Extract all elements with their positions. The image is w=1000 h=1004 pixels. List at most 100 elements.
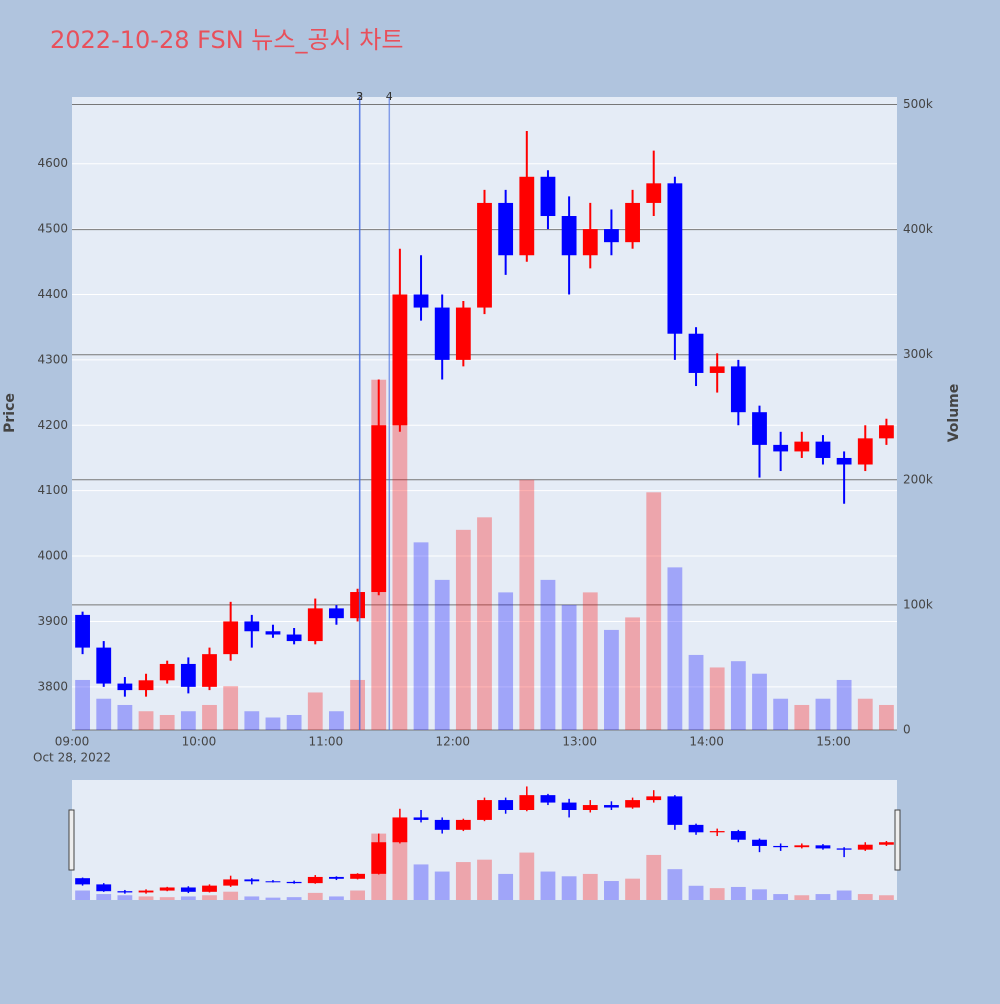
candle-body <box>180 663 196 687</box>
volume-bar <box>773 698 789 730</box>
candle-body <box>392 294 408 426</box>
candle-body <box>286 634 302 642</box>
slider-volume-bar <box>519 852 535 900</box>
slider-candle-body <box>773 845 789 848</box>
candle-body <box>329 608 344 619</box>
y-tick-label: 4600 <box>37 156 68 170</box>
x-tick-label: 14:00 <box>689 735 724 749</box>
volume-bar <box>286 714 302 730</box>
y2-tick-label: 0 <box>903 723 911 737</box>
slider-candle-body <box>202 885 217 892</box>
slider-volume-bar <box>434 871 450 900</box>
slider-candle-body <box>117 891 133 893</box>
volume-bar <box>794 704 810 730</box>
y-tick-label: 4500 <box>37 222 68 236</box>
slider-candle-body <box>730 831 746 840</box>
annotation-label: 2 <box>356 90 363 103</box>
candle-body <box>434 307 450 360</box>
slider-volume-bar <box>773 894 789 900</box>
candle-body <box>307 608 323 642</box>
volume-bar <box>667 567 683 730</box>
slider-volume-bar <box>477 859 492 900</box>
candle-body <box>857 438 873 465</box>
slider-candle-body <box>286 881 302 884</box>
slider-volume-bar <box>836 890 852 900</box>
y2-tick-label: 100k <box>903 597 933 611</box>
slider-candle-body <box>667 796 683 825</box>
slider-candle-body <box>836 848 852 850</box>
slider-candle-body <box>159 887 175 891</box>
candle-body <box>138 680 154 691</box>
slider-candle-body <box>519 795 535 810</box>
volume-bar <box>223 686 239 730</box>
slider-volume-bar <box>815 894 831 900</box>
slider-candle-body <box>329 876 344 879</box>
volume-bar <box>730 661 746 730</box>
slider-candle-body <box>392 817 408 843</box>
volume-bar <box>75 679 90 730</box>
slider-handle-right[interactable] <box>894 809 901 871</box>
slider-volume-bar <box>413 864 429 900</box>
x-tick-label: 12:00 <box>435 735 470 749</box>
x-tick-label: 15:00 <box>816 735 851 749</box>
y2-tick-label: 400k <box>903 222 933 236</box>
y-tick-label: 4400 <box>37 287 68 301</box>
candle-body <box>519 176 535 256</box>
slider-volume-bar <box>96 894 112 900</box>
slider-candle-body <box>688 824 704 833</box>
volume-bar <box>96 698 112 730</box>
candle-body <box>815 441 831 458</box>
candle-body <box>540 176 556 217</box>
volume-bar <box>582 592 598 730</box>
candle-body <box>879 425 894 439</box>
slider-volume-bar <box>75 890 90 900</box>
candle-body <box>244 621 260 632</box>
slider-candle-body <box>561 802 577 810</box>
slider-volume-bar <box>582 873 598 900</box>
candle-body <box>646 183 662 203</box>
slider-candle-body <box>96 884 112 892</box>
volume-bar <box>561 604 577 730</box>
x-date-label: Oct 28, 2022 <box>33 751 111 765</box>
candle-body <box>730 366 746 413</box>
volume-bar <box>879 704 894 730</box>
candle-body <box>75 614 90 648</box>
y2-tick-label: 200k <box>903 472 933 486</box>
candle-body <box>752 412 767 445</box>
slider-volume-bar <box>117 895 133 900</box>
slider-volume-bar <box>498 873 514 900</box>
candle-body <box>202 654 217 687</box>
candle-body <box>582 229 598 256</box>
slider-candle-body <box>646 796 662 801</box>
slider-candle-body <box>625 800 640 808</box>
slider-candle-body <box>794 845 810 848</box>
y-tick-label: 3900 <box>37 614 68 628</box>
volume-bar <box>455 529 471 730</box>
slider-candle-body <box>879 842 894 845</box>
volume-bar <box>180 711 196 730</box>
slider-candle-body <box>857 844 873 850</box>
candle-body <box>667 183 683 334</box>
volume-bar <box>413 542 429 730</box>
slider-volume-bar <box>879 895 894 900</box>
y-axis-title: Price <box>2 393 18 433</box>
slider-volume-bar <box>307 892 323 900</box>
candle-body <box>159 663 175 681</box>
slider-volume-bar <box>244 896 260 900</box>
volume-bar <box>836 679 852 730</box>
slider-volume-bar <box>455 862 471 900</box>
y-tick-label: 4100 <box>37 483 68 497</box>
x-tick-label: 10:00 <box>182 735 217 749</box>
slider-volume-bar <box>286 897 302 900</box>
candle-body <box>836 457 852 465</box>
slider-candle-body <box>582 805 598 810</box>
slider-handle-left[interactable] <box>68 809 75 871</box>
candle-body <box>350 592 365 619</box>
y2-axis-title: Volume <box>946 384 962 443</box>
slider-volume-bar <box>540 871 556 900</box>
slider-volume-bar <box>794 895 810 900</box>
slider-volume-bar <box>730 886 746 900</box>
slider-candle-body <box>752 839 767 846</box>
annotation-label: 4 <box>386 90 393 103</box>
